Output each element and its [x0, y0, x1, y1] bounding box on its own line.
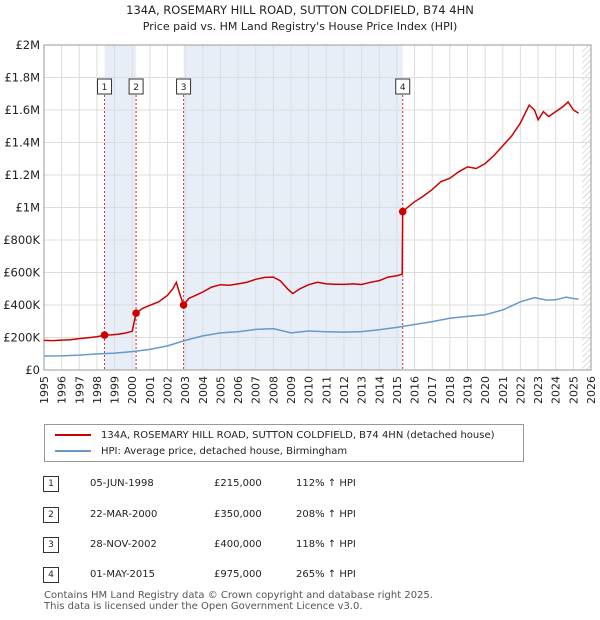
footer: Contains HM Land Registry data © Crown c… [44, 590, 433, 612]
legend: 134A, ROSEMARY HILL ROAD, SUTTON COLDFIE… [44, 424, 524, 462]
legend-item-property: 134A, ROSEMARY HILL ROAD, SUTTON COLDFIE… [55, 427, 495, 443]
sale-badge-label: 4 [400, 83, 406, 93]
sale-point [100, 331, 109, 339]
sale-badge-box [128, 78, 144, 95]
x-tick-label: 2014 [373, 376, 386, 404]
x-tick-label: 2003 [179, 376, 192, 404]
table-row: 3 28-NOV-2002 £400,000 118% ↑ HPI [38, 537, 458, 555]
sale-price: £215,000 [214, 478, 262, 489]
table-row: 1 05-JUN-1998 £215,000 112% ↑ HPI [38, 476, 458, 494]
sale-hpi-change: 265% ↑ HPI [296, 569, 356, 580]
sale-number-badge: 1 [43, 476, 59, 492]
sale-badge-box [97, 78, 113, 95]
sale-hpi-change: 118% ↑ HPI [296, 539, 356, 550]
sale-point [398, 207, 407, 216]
legend-swatch-hpi [55, 450, 91, 452]
footer-licence: This data is licensed under the Open Gov… [44, 601, 363, 612]
sale-price: £975,000 [214, 569, 262, 580]
sale-price: £350,000 [214, 509, 262, 520]
y-tick-label: £1M [15, 201, 40, 215]
sale-price: £400,000 [214, 539, 262, 550]
x-tick-label: 2017 [426, 376, 439, 404]
x-tick-label: 2000 [126, 376, 139, 404]
x-tick-label: 2015 [391, 376, 404, 404]
y-tick-label: £600K [3, 266, 40, 280]
x-tick-label: 1997 [73, 376, 86, 404]
chart-title: 134A, ROSEMARY HILL ROAD, SUTTON COLDFIE… [126, 3, 474, 17]
y-tick-label: £800K [3, 233, 40, 247]
x-tick-label: 2025 [567, 376, 580, 404]
sale-badge-box [395, 78, 411, 95]
x-tick-label: 2007 [250, 376, 263, 404]
x-tick-label: 2016 [409, 376, 422, 404]
table-row: 2 22-MAR-2000 £350,000 208% ↑ HPI [38, 507, 458, 525]
table-row: 4 01-MAY-2015 £975,000 265% ↑ HPI [38, 567, 458, 585]
sale-point [132, 309, 140, 317]
x-tick-label: 1995 [38, 376, 51, 404]
chart-subtitle: Price paid vs. HM Land Registry's House … [143, 20, 458, 33]
footer-copyright: Contains HM Land Registry data © Crown c… [44, 590, 433, 601]
legend-swatch-property [55, 434, 91, 436]
legend-label-hpi: HPI: Average price, detached house, Birm… [101, 445, 348, 457]
x-tick-label: 2019 [461, 376, 474, 404]
x-tick-label: 2020 [479, 376, 492, 404]
x-tick-label: 2026 [585, 376, 598, 404]
x-tick-label: 2022 [514, 376, 527, 404]
x-tick-label: 2023 [532, 376, 545, 404]
x-tick-label: 2011 [320, 376, 333, 404]
y-tick-label: £200K [3, 331, 40, 345]
legend-item-hpi: HPI: Average price, detached house, Birm… [55, 443, 347, 459]
sale-date: 01-MAY-2015 [90, 569, 156, 580]
sale-hpi-change: 208% ↑ HPI [296, 509, 356, 520]
x-tick-label: 2005 [214, 376, 227, 404]
sale-hpi-change: 112% ↑ HPI [296, 478, 356, 489]
x-tick-label: 1999 [109, 376, 122, 404]
sale-badge-box [176, 78, 192, 95]
x-tick-label: 2021 [497, 376, 510, 404]
y-tick-label: £400K [3, 298, 40, 312]
y-tick-label: £1.6M [4, 103, 40, 117]
x-tick-label: 2002 [162, 376, 175, 404]
x-tick-label: 2006 [232, 376, 245, 404]
x-tick-label: 2013 [356, 376, 369, 404]
x-tick-label: 2010 [303, 376, 316, 404]
x-tick-label: 2012 [338, 376, 351, 404]
x-tick-label: 2018 [444, 376, 457, 404]
sale-number-badge: 4 [43, 567, 59, 583]
x-tick-label: 2008 [267, 376, 280, 404]
sale-number-badge: 3 [43, 537, 59, 553]
legend-label-property: 134A, ROSEMARY HILL ROAD, SUTTON COLDFIE… [101, 429, 495, 441]
x-tick-label: 1996 [56, 376, 69, 404]
y-tick-label: £1.4M [4, 136, 40, 150]
sale-badge-label: 1 [102, 83, 108, 93]
sale-badge-label: 2 [133, 83, 139, 93]
x-tick-label: 2024 [550, 376, 563, 404]
y-tick-label: £1.8M [4, 71, 40, 85]
y-tick-label: £0 [25, 363, 40, 377]
x-tick-label: 2009 [285, 376, 298, 404]
y-tick-label: £2M [15, 38, 40, 52]
x-tick-label: 2001 [144, 376, 157, 404]
sale-point [179, 301, 188, 309]
x-tick-label: 2004 [197, 376, 210, 404]
x-tick-label: 1998 [91, 376, 104, 404]
hpi-line [43, 296, 579, 357]
sale-badge-label: 3 [181, 83, 187, 93]
plot-frame [43, 44, 592, 371]
sale-number-badge: 2 [43, 507, 59, 523]
sale-date: 22-MAR-2000 [90, 509, 158, 520]
price-chart: 134A, ROSEMARY HILL ROAD, SUTTON COLDFIE… [3, 3, 598, 404]
sale-date: 05-JUN-1998 [90, 478, 154, 489]
y-tick-label: £1.2M [4, 168, 40, 182]
sale-date: 28-NOV-2002 [90, 539, 157, 550]
